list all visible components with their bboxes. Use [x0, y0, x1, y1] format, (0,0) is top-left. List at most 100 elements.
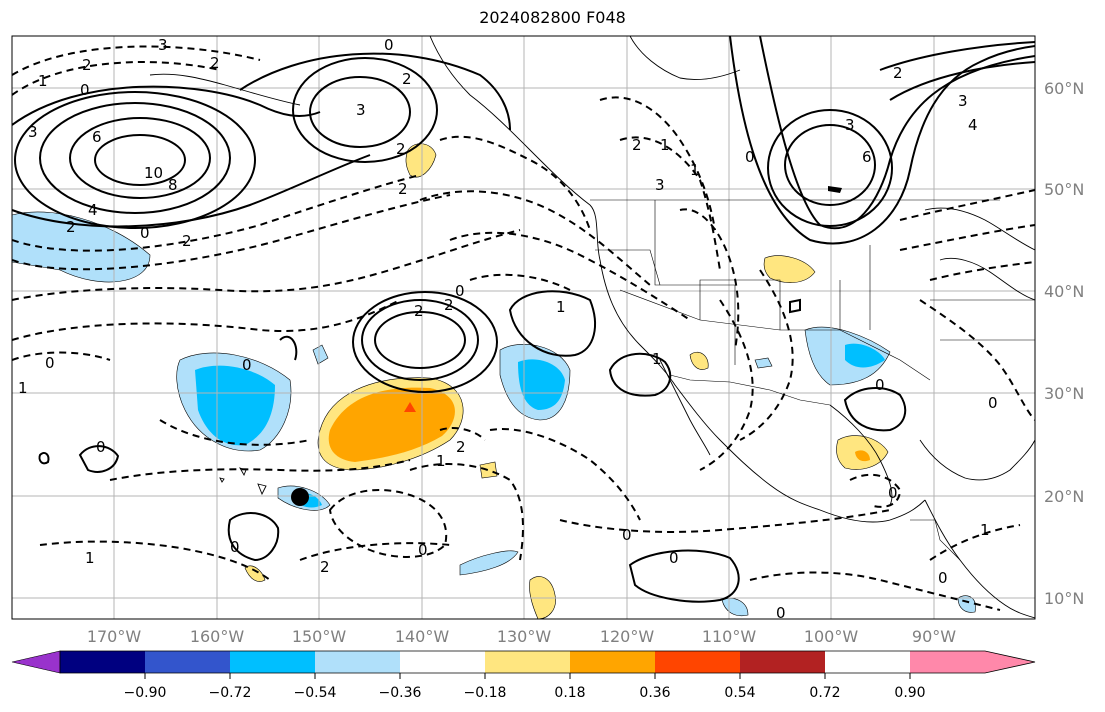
contour-label: 0	[230, 538, 240, 556]
colorbar-segment	[485, 651, 570, 673]
graticule-lines	[12, 36, 1035, 619]
colorbar-left-extension	[11, 650, 61, 674]
lon-label: 130°W	[497, 627, 552, 646]
contour-label: 0	[888, 484, 898, 502]
contour-label: 0	[669, 549, 679, 567]
contour-label: 0	[384, 36, 394, 54]
contour-label: 3	[158, 36, 168, 54]
lon-label: 110°W	[702, 627, 757, 646]
lat-label: 60°N	[1044, 79, 1084, 98]
colorbar-segment	[655, 651, 740, 673]
contour-label: 1	[85, 549, 95, 567]
contour-label: 10	[144, 164, 163, 182]
lon-label: 140°W	[395, 627, 450, 646]
colorbar-segment	[145, 651, 230, 673]
lat-label: 40°N	[1044, 282, 1084, 301]
contour-label: 2	[893, 64, 903, 82]
contour-label: 2	[66, 218, 76, 236]
contour-label: 3	[28, 123, 38, 141]
contour-label: 2	[182, 232, 192, 250]
contour-label: 2	[210, 54, 220, 72]
contour-label: 2	[320, 558, 330, 576]
lon-label: 120°W	[600, 627, 655, 646]
colorbar-tick-label: 0.72	[809, 685, 840, 701]
lon-label: 150°W	[292, 627, 347, 646]
colorbar-segment	[315, 651, 400, 673]
contour-label: 3	[655, 176, 665, 194]
latitude-labels: 60°N 50°N 40°N 30°N 20°N 10°N	[1044, 79, 1084, 608]
contour-label: 4	[88, 201, 98, 219]
contour-label: 0	[140, 224, 150, 242]
lon-label: 100°W	[804, 627, 859, 646]
coastlines	[149, 36, 1035, 619]
colorbar-tick-label: −0.72	[209, 685, 252, 701]
contour-label: 1	[556, 298, 566, 316]
colorbar-segment	[910, 651, 1035, 673]
political-borders	[590, 199, 1035, 561]
colorbar-tick-label: 0.36	[639, 685, 670, 701]
colorbar: −0.90 −0.72 −0.54 −0.36 −0.18 0.18 0.36 …	[11, 650, 1036, 701]
contour-label: 0	[622, 526, 632, 544]
lat-label: 30°N	[1044, 384, 1084, 403]
contour-labels: 3 2 2 1 0 0 3 2 6 10 8 4 2 0 2 3 2 2 2 1…	[18, 36, 998, 622]
lon-label: 90°W	[912, 627, 956, 646]
contour-label: 3	[356, 101, 366, 119]
map-area: 3 2 2 1 0 0 3 2 6 10 8 4 2 0 2 3 2 2 2 1…	[12, 36, 1035, 622]
contour-label: 2	[398, 180, 408, 198]
colorbar-segment	[60, 651, 145, 673]
colorbar-tick-label: 0.54	[724, 685, 755, 701]
contour-label: 2	[402, 70, 412, 88]
contour-label: 0	[938, 569, 948, 587]
contour-label: 0	[875, 376, 885, 394]
contour-label: 3	[845, 116, 855, 134]
contour-label: 8	[168, 176, 178, 194]
contour-label: 4	[968, 116, 978, 134]
lat-label: 20°N	[1044, 487, 1084, 506]
contour-label: 2	[632, 136, 642, 154]
map-title: 2024082800 F048	[479, 8, 626, 27]
map-frame	[11, 35, 1036, 620]
contour-label: 3	[958, 92, 968, 110]
colorbar-segment	[400, 651, 485, 673]
contour-label: 0	[988, 394, 998, 412]
small-contour-ring	[789, 298, 801, 314]
colorbar-tick-label: −0.18	[464, 685, 507, 701]
colorbar-tick-label: −0.36	[379, 685, 422, 701]
lon-label: 170°W	[87, 627, 142, 646]
contour-label: 1	[660, 136, 670, 154]
black-dot-marker	[291, 488, 309, 506]
contour-label: 1	[18, 379, 28, 397]
contour-label: 0	[455, 282, 465, 300]
contour-label: 2	[82, 56, 92, 74]
contour-label: 0	[242, 356, 252, 374]
contour-label: 0	[745, 148, 755, 166]
lat-label: 50°N	[1044, 180, 1084, 199]
colorbar-tick-label: −0.54	[294, 685, 337, 701]
colorbar-tick-label: 0.18	[554, 685, 585, 701]
lon-label: 160°W	[190, 627, 245, 646]
shaded-anomalies	[12, 143, 976, 619]
contour-label: 0	[418, 541, 428, 559]
contour-label: 0	[80, 81, 90, 99]
small-contour-blob	[828, 186, 842, 193]
contour-label: 1	[980, 521, 990, 539]
dashed-contours	[12, 45, 1035, 611]
contour-label: 1	[436, 452, 446, 470]
solid-contours	[12, 36, 1035, 603]
lat-label: 10°N	[1044, 589, 1084, 608]
contour-label: 6	[92, 128, 102, 146]
contour-label: 0	[776, 604, 786, 622]
contour-label: 2	[456, 438, 466, 456]
colorbar-tick-label: −0.90	[124, 685, 167, 701]
colorbar-tick-label: 0.90	[894, 685, 925, 701]
contour-label: 2	[444, 296, 454, 314]
colorbar-segment	[230, 651, 315, 673]
longitude-labels: 170°W 160°W 150°W 140°W 130°W 120°W 110°…	[87, 627, 956, 646]
contour-label: 2	[396, 140, 406, 158]
contour-label: 2	[414, 302, 424, 320]
contour-label: 1	[38, 72, 48, 90]
colorbar-segment	[570, 651, 655, 673]
contour-label: 1	[652, 350, 662, 368]
colorbar-segment	[740, 651, 825, 673]
